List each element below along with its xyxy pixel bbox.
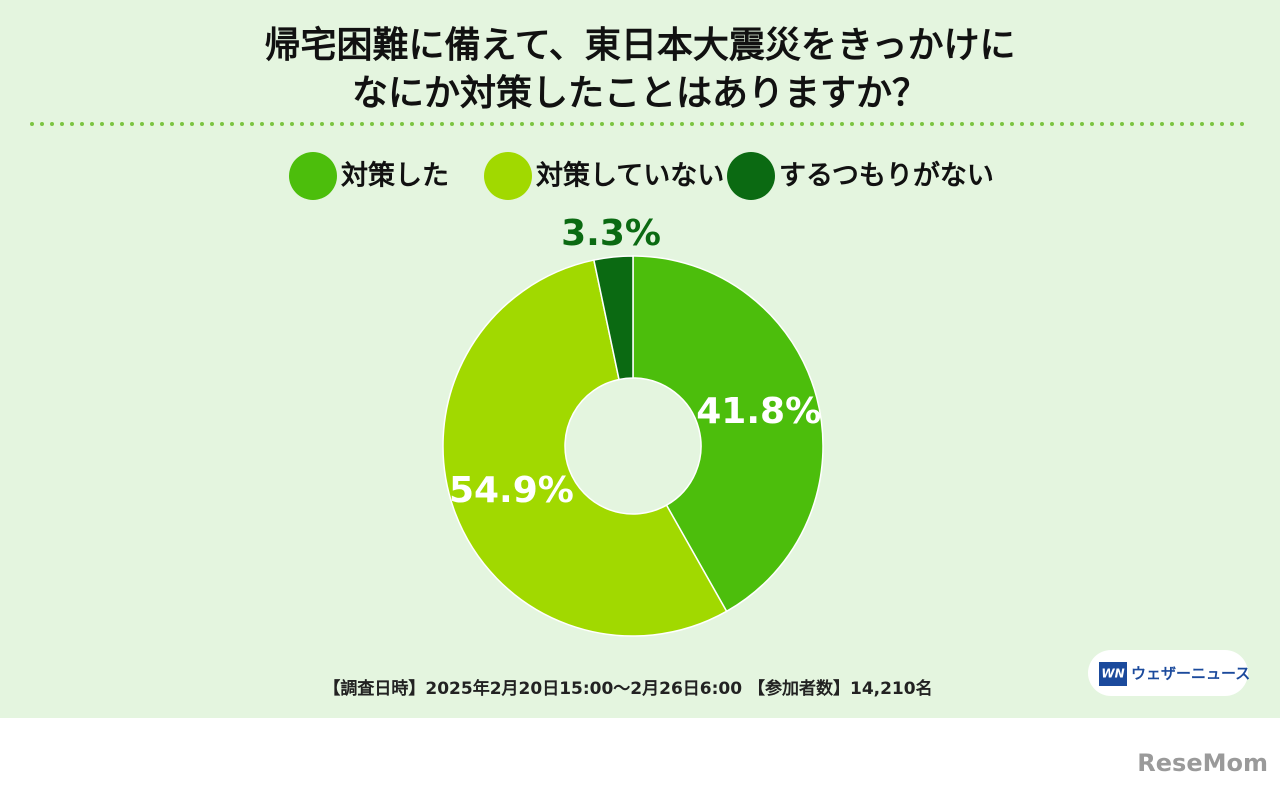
legend-label: 対策していない: [536, 160, 724, 192]
logo-mark: WN: [1101, 667, 1124, 681]
footnote: 【調査日時】2025年2月20日15:00〜2月26日6:00 【参加者数】14…: [323, 678, 932, 699]
donut-slice: [442, 259, 728, 637]
data-label: 41.8%: [696, 391, 821, 432]
legend: 対策した 対策していない するつもりがない: [289, 152, 994, 200]
legend-swatch: [289, 152, 337, 200]
data-label: 54.9%: [449, 470, 574, 511]
legend-label: 対策した: [341, 160, 449, 192]
legend-swatch: [727, 152, 775, 200]
chart-title: 帰宅困難に備えて、東日本大震災をきっかけに: [265, 24, 1016, 66]
watermark: ReseMom: [1137, 749, 1268, 777]
donut-slice: [632, 255, 824, 613]
logo: WN ウェザーニュース: [1088, 650, 1250, 696]
chart-title: なにか対策したことはありますか？: [352, 73, 928, 114]
logo-icon: [1099, 662, 1127, 686]
legend-swatch: [484, 152, 532, 200]
logo-badge: [1088, 650, 1248, 696]
data-label: 3.3%: [561, 213, 661, 254]
legend-label: するつもりがない: [779, 160, 994, 192]
donut: 41.8% 54.9% 3.3%: [442, 213, 824, 637]
donut-slice: [592, 255, 634, 381]
logo-text: ウェザーニュース: [1131, 665, 1250, 683]
